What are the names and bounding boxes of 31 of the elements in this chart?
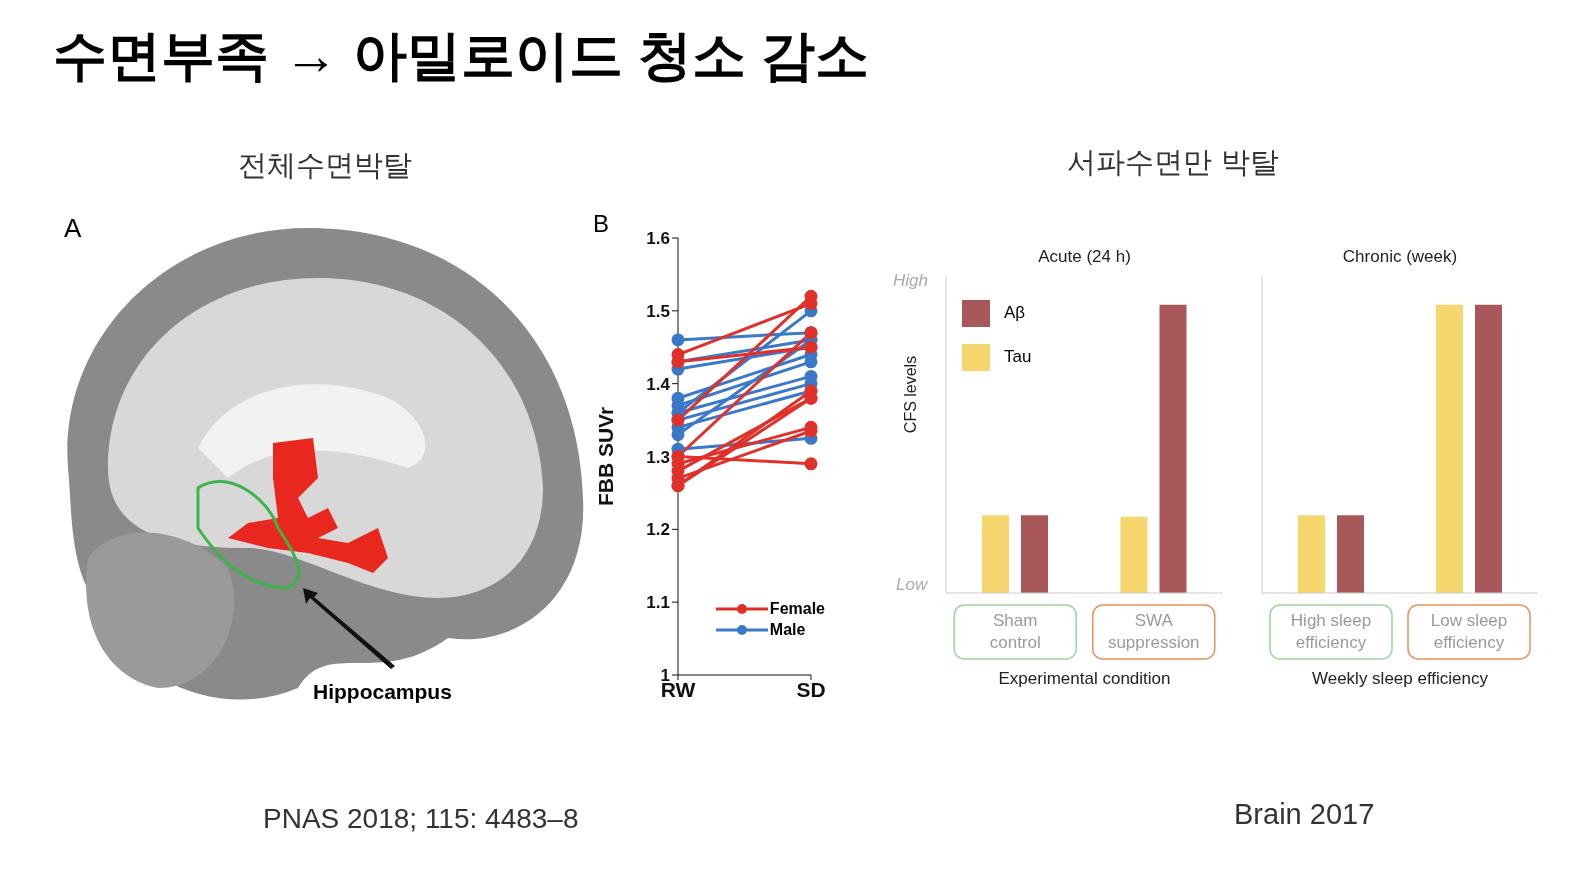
x-tick-label: Sham control	[989, 611, 1041, 652]
chart-subtitle: 서파수면만 박탈	[1067, 146, 1279, 178]
y-tick-label: 1.2	[646, 520, 670, 540]
chart-title: Acute (24 h)	[1038, 247, 1131, 266]
text: 전체수면박탈	[238, 149, 412, 181]
y-tick-label: 1.6	[646, 229, 670, 249]
x-tick-label: Low sleep efficiency	[1430, 611, 1508, 652]
legend-label: Female	[769, 599, 825, 618]
y-tick-label: 1.4	[646, 374, 671, 394]
y-tick-label: 1.5	[646, 301, 670, 321]
y-axis-title: FBB SUVr	[594, 406, 618, 507]
legend-label: Male	[769, 620, 806, 639]
x-tick-label: SWA suppression	[1107, 611, 1200, 652]
text: 수면부족 → 아밀로이드 청소 감소	[53, 25, 870, 85]
x-axis-title: Weekly sleep efficiency	[1311, 669, 1489, 688]
chart-title: Chronic (week)	[1342, 247, 1458, 266]
text: High	[893, 271, 928, 290]
y-tick-label: 1.3	[646, 447, 670, 467]
text: Brain 2017	[1234, 798, 1375, 830]
legend-label: Tau	[1004, 347, 1032, 367]
legend-label: Aβ	[1004, 303, 1026, 323]
x-tick-label: SD	[796, 677, 826, 701]
text: Hippocampus	[313, 680, 452, 703]
x-axis-title: Experimental condition	[998, 669, 1171, 688]
text: Low	[896, 575, 928, 594]
y-tick-label: 1.1	[646, 593, 670, 613]
y-axis-title: CFS levels	[901, 355, 919, 434]
x-tick-label: High sleep efficiency	[1290, 611, 1372, 652]
text: PNAS 2018; 115: 4483–8	[263, 803, 579, 834]
text: B	[593, 210, 610, 237]
text: A	[64, 213, 82, 243]
